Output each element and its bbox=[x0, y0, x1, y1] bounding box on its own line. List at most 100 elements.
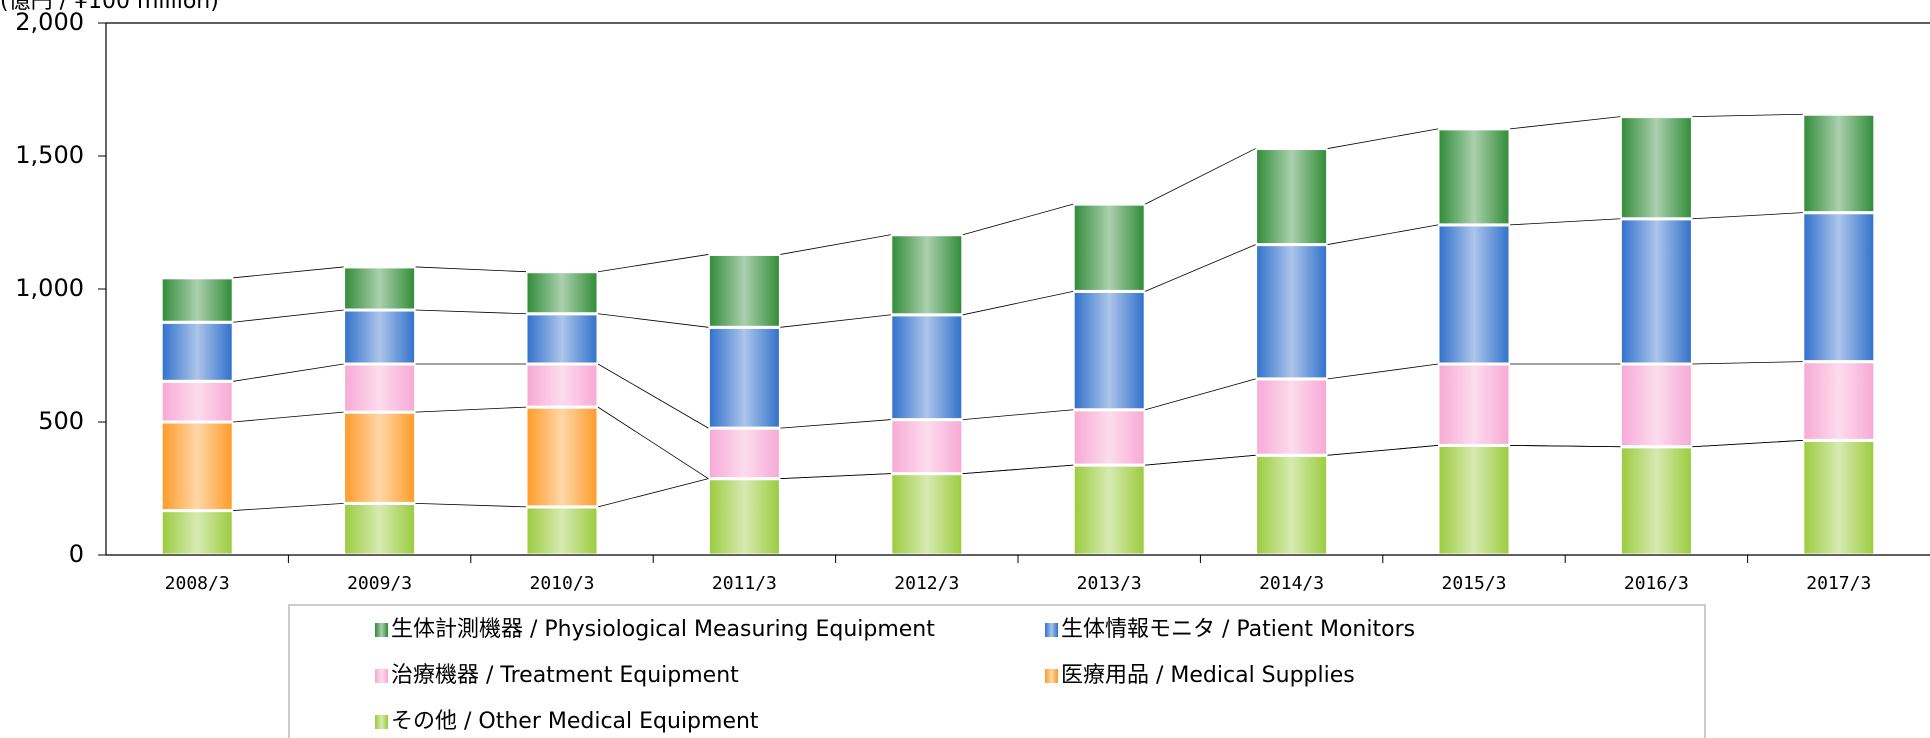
connector bbox=[597, 478, 709, 508]
connector bbox=[233, 411, 344, 423]
bar-segment bbox=[1618, 362, 1694, 449]
bar-segment bbox=[1801, 211, 1877, 364]
x-tick-label: 2008/3 bbox=[165, 573, 230, 594]
legend-swatch bbox=[375, 669, 388, 683]
y-tick-label: 2,000 bbox=[15, 8, 84, 36]
bar-segment bbox=[342, 308, 418, 366]
bar-segment bbox=[1071, 289, 1147, 412]
connector bbox=[1692, 113, 1803, 118]
connector bbox=[780, 234, 891, 255]
connector bbox=[597, 406, 709, 479]
connector bbox=[1327, 128, 1439, 149]
bar-segment bbox=[706, 252, 782, 329]
bar-segment bbox=[524, 362, 600, 409]
connector bbox=[962, 409, 1074, 421]
connector bbox=[780, 314, 891, 328]
legend-swatch bbox=[375, 715, 388, 729]
connector bbox=[962, 291, 1074, 316]
legend-swatch bbox=[375, 623, 388, 637]
bar-segment bbox=[524, 405, 600, 509]
bar-segment bbox=[1436, 127, 1512, 227]
bar-segment bbox=[889, 472, 965, 557]
x-tick-label: 2014/3 bbox=[1259, 573, 1324, 594]
bar-segment bbox=[1071, 408, 1147, 467]
legend-box bbox=[288, 604, 1706, 738]
connector bbox=[780, 473, 891, 480]
connector bbox=[1327, 224, 1439, 245]
bar-segment bbox=[1436, 443, 1512, 557]
y-tick-label: 1,500 bbox=[15, 141, 84, 169]
connector bbox=[962, 464, 1074, 475]
bar-segment bbox=[342, 501, 418, 557]
bar-segment bbox=[1801, 438, 1877, 557]
connector bbox=[233, 363, 344, 382]
bar-segment bbox=[342, 410, 418, 505]
bar-segment bbox=[1071, 202, 1147, 293]
legend-label: 医療用品 / Medical Supplies bbox=[1061, 663, 1355, 688]
bar-segment bbox=[159, 276, 235, 324]
bar-segment bbox=[889, 233, 965, 317]
connector bbox=[415, 502, 527, 508]
connector bbox=[1327, 445, 1439, 456]
bar-segment bbox=[524, 505, 600, 557]
connector bbox=[597, 363, 709, 429]
connector bbox=[1509, 218, 1621, 226]
connector bbox=[233, 309, 344, 323]
bar-segment bbox=[159, 320, 235, 383]
connector bbox=[597, 254, 709, 273]
x-tick-label: 2010/3 bbox=[529, 573, 594, 594]
bar-segment bbox=[1071, 463, 1147, 557]
connector bbox=[233, 502, 344, 511]
connector bbox=[1145, 454, 1256, 466]
bar-segment bbox=[1436, 362, 1512, 447]
legend-label: その他 / Other Medical Equipment bbox=[391, 709, 759, 734]
y-tick-label: 0 bbox=[69, 540, 84, 568]
y-axis-label: (億円 / ¥100 million) bbox=[0, 0, 219, 14]
bar-segment bbox=[1254, 377, 1330, 457]
x-tick-label: 2011/3 bbox=[712, 573, 777, 594]
x-tick-label: 2016/3 bbox=[1624, 573, 1689, 594]
x-tick-label: 2012/3 bbox=[894, 573, 959, 594]
legend-label: 治療機器 / Treatment Equipment bbox=[391, 663, 739, 688]
bar-segment bbox=[159, 509, 235, 557]
connector bbox=[415, 266, 527, 273]
connector bbox=[233, 266, 344, 279]
bar-segment bbox=[1254, 147, 1330, 247]
bar-segment bbox=[1618, 115, 1694, 221]
y-tick-label: 500 bbox=[38, 407, 84, 435]
bar-segment bbox=[706, 325, 782, 430]
legend-swatch bbox=[1045, 669, 1058, 683]
bar-segment bbox=[889, 313, 965, 422]
bar-segment bbox=[1254, 453, 1330, 557]
connector bbox=[1145, 148, 1256, 205]
bar-segment bbox=[159, 379, 235, 424]
connector bbox=[1509, 445, 1621, 448]
x-tick-label: 2013/3 bbox=[1077, 573, 1142, 594]
y-tick-label: 1,000 bbox=[15, 274, 84, 302]
legend-label: 生体情報モニタ / Patient Monitors bbox=[1061, 617, 1415, 642]
bar-segment bbox=[1618, 445, 1694, 557]
connector bbox=[415, 309, 527, 315]
bar-segment bbox=[1436, 223, 1512, 366]
connector bbox=[1692, 212, 1803, 220]
bar-segment bbox=[706, 477, 782, 557]
connector bbox=[1327, 363, 1439, 380]
bar-segment bbox=[342, 265, 418, 312]
connector bbox=[1509, 116, 1621, 130]
bar-segment bbox=[889, 418, 965, 476]
bar-segment bbox=[1801, 112, 1877, 215]
connector bbox=[962, 203, 1074, 236]
bar-segment bbox=[524, 270, 600, 316]
legend-label: 生体計測機器 / Physiological Measuring Equipme… bbox=[391, 617, 935, 642]
connector bbox=[1145, 244, 1256, 292]
bar-segment bbox=[1801, 360, 1877, 442]
connector bbox=[597, 313, 709, 328]
connector bbox=[415, 406, 527, 413]
bar-segment bbox=[159, 420, 235, 513]
x-tick-label: 2015/3 bbox=[1441, 573, 1506, 594]
bar-segment bbox=[706, 426, 782, 481]
x-tick-label: 2017/3 bbox=[1806, 573, 1871, 594]
bar-segment bbox=[524, 312, 600, 366]
